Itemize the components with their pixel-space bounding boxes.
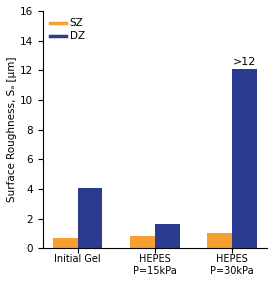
Legend: SZ, DZ: SZ, DZ	[48, 16, 87, 44]
Bar	[207, 233, 232, 248]
Bar	[78, 188, 102, 248]
Bar	[130, 236, 155, 248]
Bar	[155, 224, 179, 248]
Bar	[53, 238, 78, 248]
Y-axis label: Surface Roughness, Sₐ [μm]: Surface Roughness, Sₐ [μm]	[7, 57, 17, 202]
Text: >12: >12	[233, 57, 256, 67]
Bar	[232, 69, 257, 248]
